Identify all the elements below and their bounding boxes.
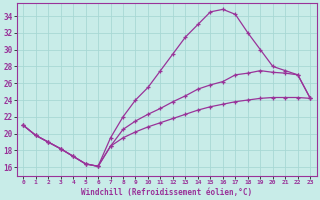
X-axis label: Windchill (Refroidissement éolien,°C): Windchill (Refroidissement éolien,°C) — [81, 188, 252, 197]
